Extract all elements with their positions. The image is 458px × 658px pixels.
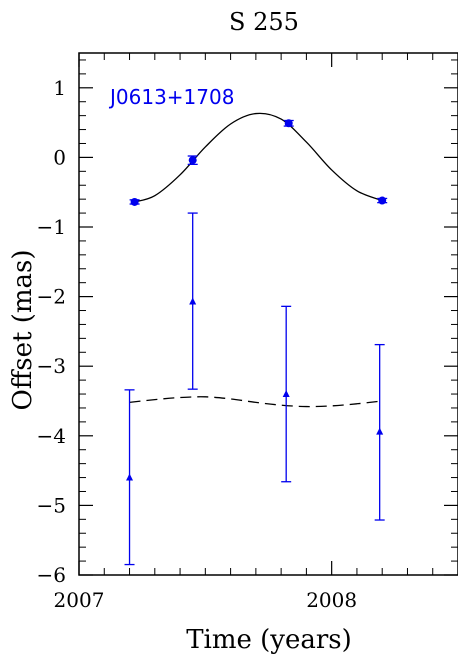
x-tick-label: 2007 xyxy=(54,588,105,612)
data-point-circle xyxy=(188,156,197,165)
data-point-circle xyxy=(284,119,293,128)
x-tick-label: 2008 xyxy=(306,588,357,612)
y-tick-label: −3 xyxy=(37,354,66,378)
data-point-triangle xyxy=(189,297,197,305)
plot-frame xyxy=(78,52,458,576)
data-point-triangle xyxy=(376,427,384,435)
y-tick-label: −1 xyxy=(37,215,66,239)
x-axis-label: Time (years) xyxy=(186,625,352,655)
model-curve-2 xyxy=(129,396,383,408)
y-tick-label: 1 xyxy=(53,76,66,100)
y-tick-label: −5 xyxy=(37,493,66,517)
data-point-triangle xyxy=(126,473,134,481)
y-tick-label: 0 xyxy=(53,145,66,169)
y-tick-label: −2 xyxy=(37,285,66,309)
y-axis-label: Offset (mas) xyxy=(8,249,38,410)
data-point-triangle xyxy=(282,390,290,398)
data-point-circle xyxy=(130,197,139,206)
source-annotation: J0613+1708 xyxy=(108,85,234,109)
data-point-circle xyxy=(378,196,387,205)
chart-title: S 255 xyxy=(229,8,299,36)
y-tick-label: −4 xyxy=(37,424,66,448)
y-tick-label: −6 xyxy=(37,563,66,587)
model-curve-1 xyxy=(134,112,383,203)
